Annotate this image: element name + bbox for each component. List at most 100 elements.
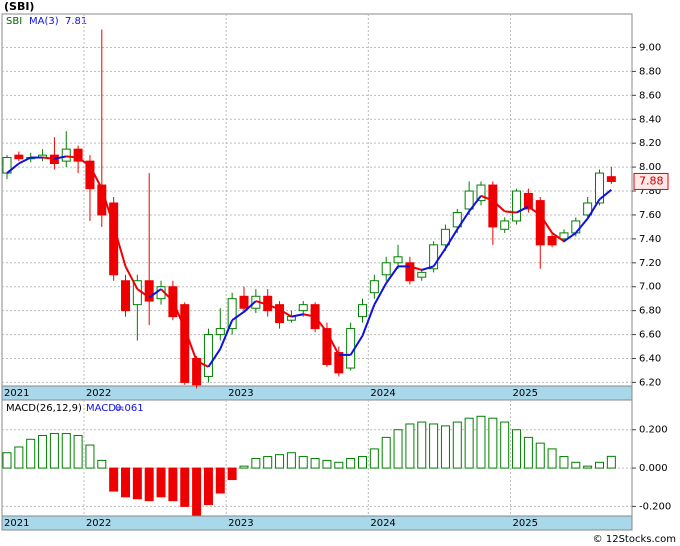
candle-body	[452, 212, 462, 228]
candle-body	[476, 184, 486, 202]
ma-segment	[314, 316, 328, 333]
ma-segment	[18, 156, 32, 165]
macd-bar	[109, 467, 119, 492]
macd-prefix: MACD=	[86, 403, 124, 414]
x-tick-label: 2025	[513, 388, 538, 399]
ma-segment	[66, 155, 79, 159]
ma-segment	[586, 198, 601, 220]
macd-bar	[263, 456, 273, 469]
candle-body	[358, 304, 367, 318]
macd-bar	[512, 429, 522, 469]
ma-segment	[77, 156, 91, 167]
x-tick-label: 2021	[4, 388, 29, 399]
macd-bar	[14, 446, 24, 469]
macd-bar	[180, 467, 190, 507]
candle-body	[381, 262, 391, 276]
macd-bar	[464, 417, 474, 469]
macd-bar	[606, 455, 616, 469]
symbol: SBI	[6, 16, 22, 27]
ma-segment	[42, 156, 55, 160]
price-panel	[1, 13, 633, 387]
macd-bar	[275, 454, 285, 469]
ma-segment	[456, 210, 470, 230]
ma-segment	[373, 282, 388, 306]
macd-bar	[417, 421, 427, 469]
macd-bar	[322, 459, 332, 469]
ma-segment	[291, 313, 304, 318]
candle-body	[298, 304, 308, 312]
macd-bar	[381, 436, 391, 469]
ma-segment	[492, 199, 506, 213]
ma-segment	[598, 189, 612, 201]
candle-body	[14, 154, 24, 160]
macd-bar	[476, 415, 486, 469]
y-tick-label: 7.00	[639, 282, 661, 293]
macd-bar	[286, 452, 296, 469]
candle-body	[429, 244, 439, 270]
y-tick-label: 8.40	[639, 114, 661, 125]
ma-segment	[504, 210, 517, 214]
macd-bar	[440, 425, 450, 469]
candle-body	[595, 172, 604, 204]
ma-segment	[267, 303, 280, 311]
macd-bar	[251, 457, 261, 469]
macd-bar	[583, 465, 593, 469]
legend-entry: MA(3)	[29, 16, 59, 27]
macd-bar	[168, 467, 178, 502]
candle-body	[203, 334, 213, 377]
y-tick-label: 7.40	[639, 234, 661, 245]
macd-bar	[393, 429, 403, 469]
ma-segment	[432, 247, 447, 267]
y-tick-label: 6.20	[639, 377, 661, 388]
candle-body	[393, 256, 403, 264]
macd-bar	[571, 461, 581, 469]
candle-body	[523, 192, 533, 210]
x-tick-label: 2021	[4, 518, 29, 529]
ma-segment	[148, 288, 162, 299]
ma-segment	[527, 205, 541, 216]
macd-bar	[405, 423, 415, 469]
ma-segment	[196, 359, 209, 368]
candle-body	[369, 280, 379, 294]
y-tick-label: -0.200	[639, 501, 671, 512]
macd-bar	[595, 461, 604, 469]
candle-body	[417, 271, 427, 278]
ma-segment	[160, 288, 174, 302]
macd-bar	[97, 459, 107, 469]
ma-segment	[575, 217, 589, 234]
macd-value: 0.061	[115, 403, 144, 414]
candle-body	[583, 202, 593, 216]
macd-bar	[61, 433, 71, 469]
macd-bar	[346, 457, 356, 469]
macd-bar	[227, 467, 237, 481]
chart-title: (SBI)	[4, 0, 34, 13]
candle-body	[121, 280, 130, 312]
ma-segment	[183, 328, 198, 362]
x-tick-label: 2025	[513, 518, 538, 529]
x-tick-label: 2022	[86, 388, 111, 399]
price-tag-label: 7.88	[639, 174, 664, 187]
candle-body	[440, 228, 450, 246]
ma-segment	[480, 194, 494, 202]
macd-bar	[203, 467, 213, 505]
candle-body	[61, 148, 71, 162]
ma-segment	[243, 300, 257, 313]
y-tick-label: 7.80	[639, 186, 661, 197]
macd-bar	[310, 457, 320, 469]
y-tick-label: 7.20	[639, 258, 661, 269]
y-tick-label: 8.00	[639, 162, 661, 173]
y-tick-label: 8.80	[639, 66, 661, 77]
candle-body	[571, 220, 581, 234]
ma-segment	[171, 300, 186, 329]
ma-segment	[539, 214, 553, 234]
candle-body	[488, 184, 498, 228]
ma-segment	[516, 205, 529, 214]
y-tick-label: 0.000	[639, 463, 668, 474]
candle-body	[227, 298, 237, 330]
macd-bar	[547, 448, 557, 469]
ma-segment	[279, 308, 292, 318]
ma-segment	[112, 225, 127, 267]
macd-bar	[239, 465, 249, 469]
y-tick-label: 8.20	[639, 138, 661, 149]
